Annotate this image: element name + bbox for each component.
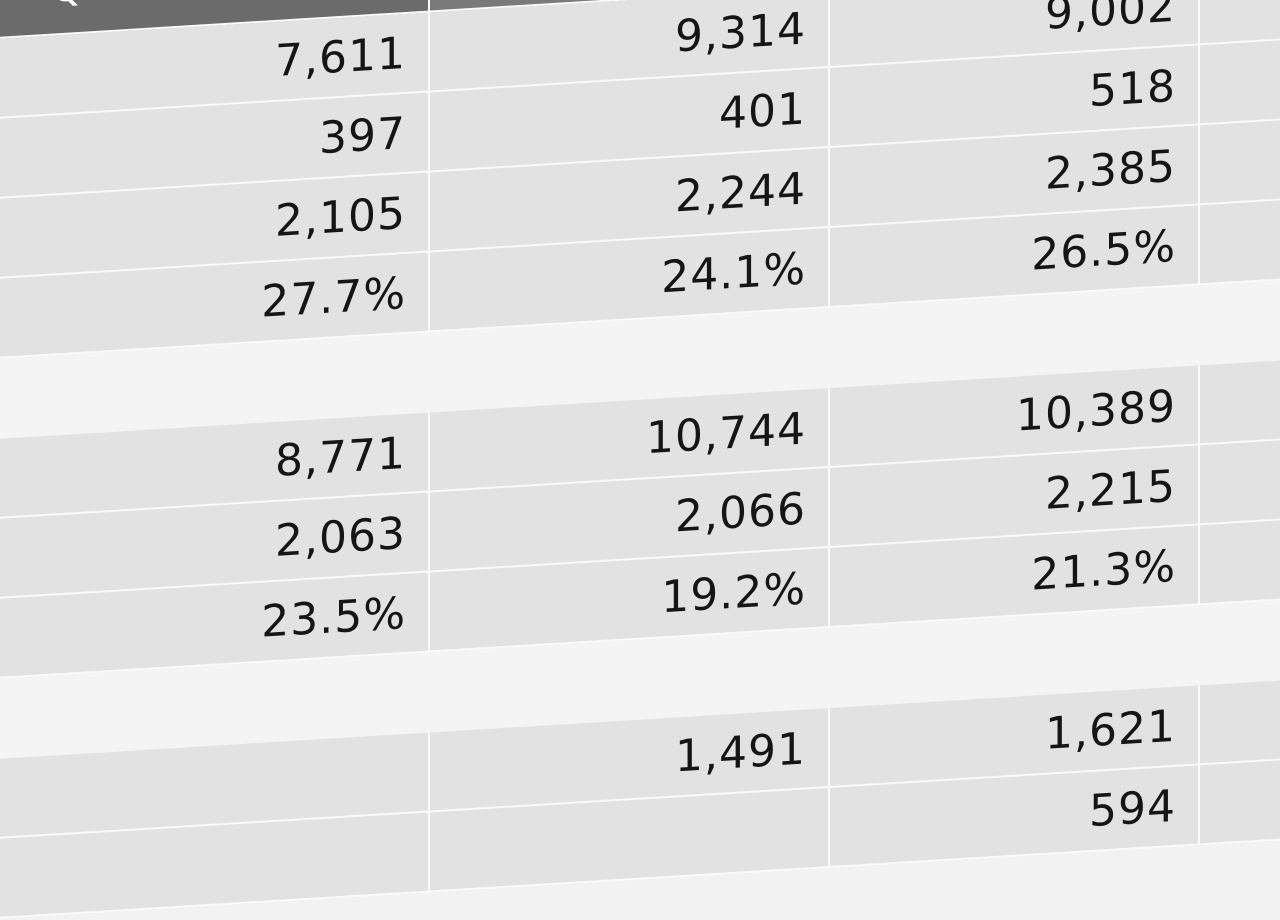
cell [1200, 38, 1280, 126]
cell [1200, 678, 1280, 766]
cell [1200, 358, 1280, 446]
cell [1200, 758, 1280, 846]
cell [1200, 518, 1280, 606]
cell [1200, 278, 1280, 366]
cell [1200, 0, 1280, 46]
cell [1200, 438, 1280, 526]
cell [1200, 198, 1280, 286]
cell [1200, 598, 1280, 686]
cell [1200, 118, 1280, 206]
